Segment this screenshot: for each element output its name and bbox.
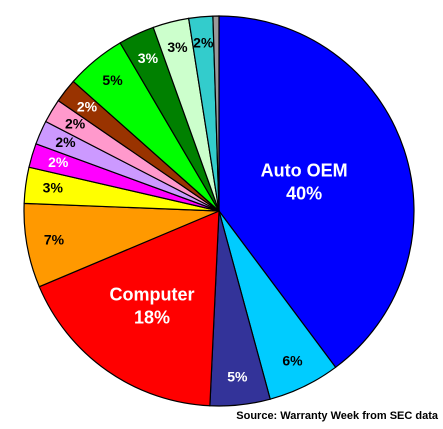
value-label: 2%	[77, 98, 98, 114]
category-label: Computer	[110, 285, 195, 305]
pie-slice	[212, 15, 220, 212]
value-label: 18%	[134, 308, 170, 328]
pie	[23, 15, 415, 407]
category-label: Auto OEM	[261, 160, 348, 180]
value-label: 3%	[43, 179, 64, 195]
value-label: 3%	[167, 39, 188, 55]
value-label: 40%	[286, 183, 322, 203]
labels: Auto OEM40%6%5%Computer18%7%3%2%2%2%2%5%…	[43, 35, 348, 385]
source-note: Source: Warranty Week from SEC data	[236, 410, 439, 422]
value-label: 3%	[138, 50, 159, 66]
pie-slice	[38, 210, 220, 407]
value-label: 2%	[65, 116, 86, 132]
value-label: 2%	[55, 134, 76, 150]
value-label: 7%	[44, 232, 65, 248]
pie-slice	[218, 15, 415, 369]
value-label: 6%	[282, 352, 303, 368]
value-label: 5%	[227, 368, 248, 384]
value-label: 2%	[48, 154, 69, 170]
value-label: 5%	[102, 72, 123, 88]
value-label: 2%	[193, 35, 214, 51]
